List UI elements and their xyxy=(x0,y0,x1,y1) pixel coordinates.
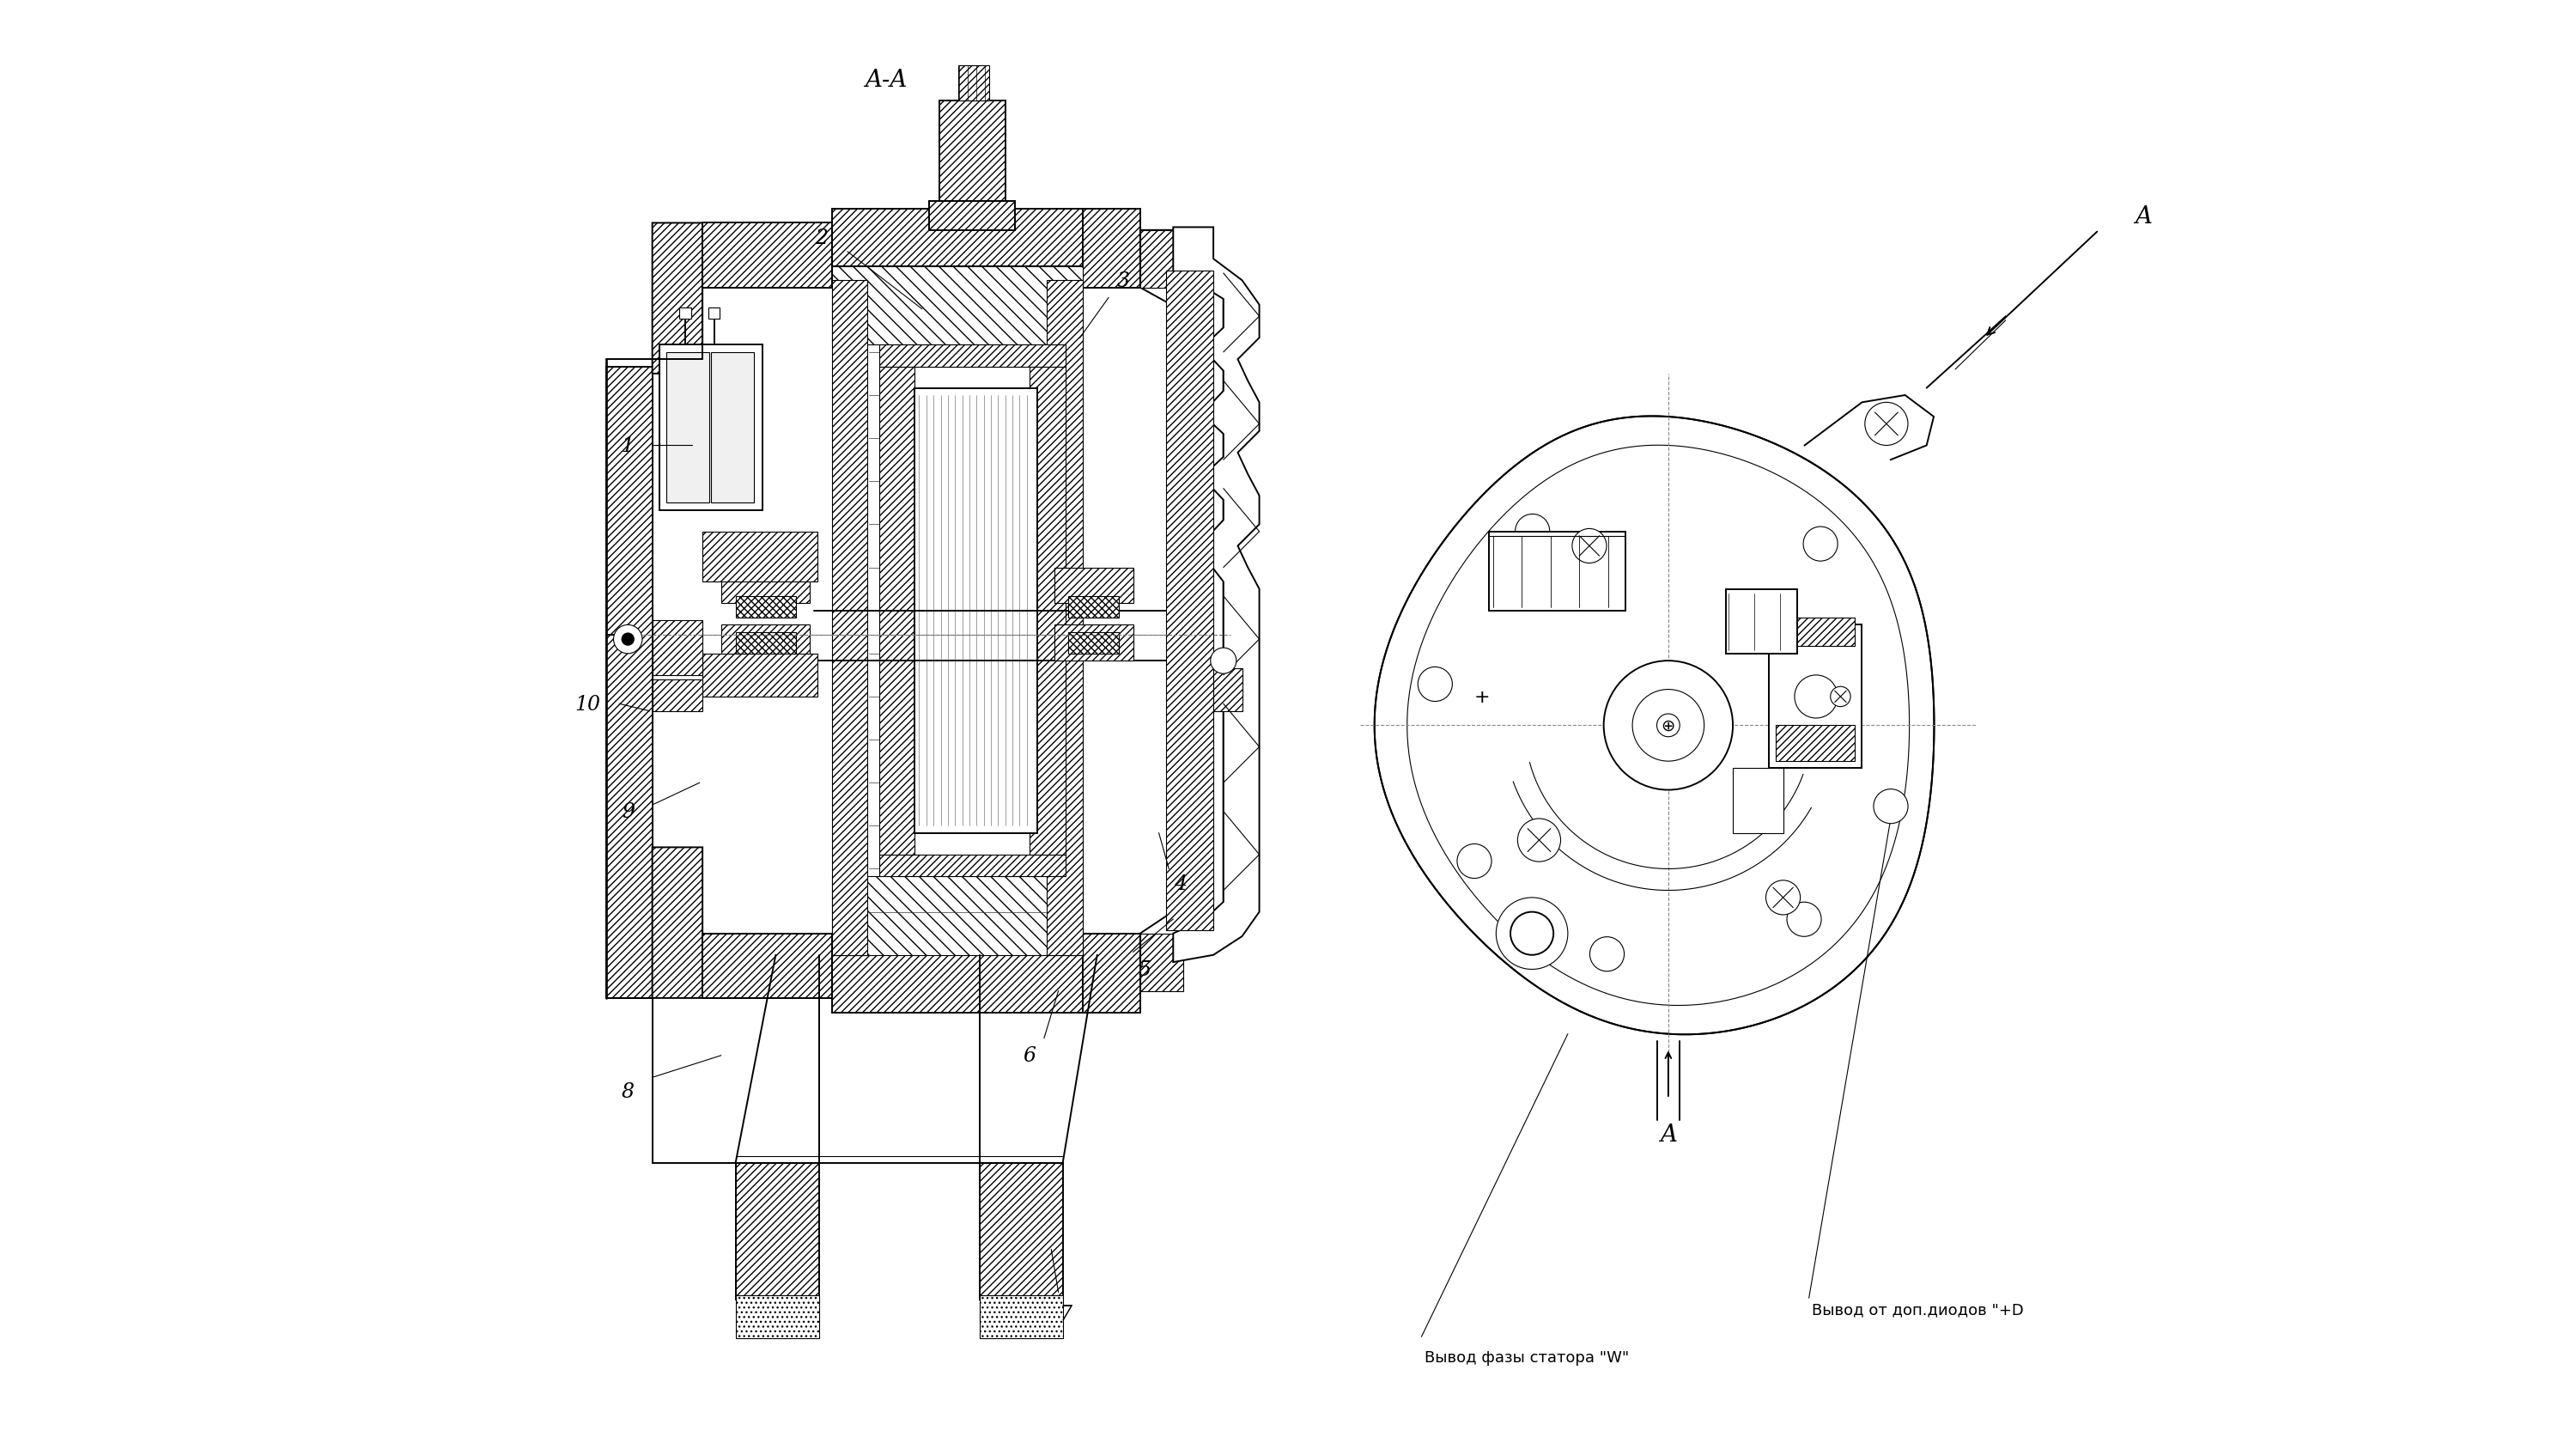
Circle shape xyxy=(613,625,641,654)
Bar xyxy=(737,632,796,654)
Bar xyxy=(703,532,817,582)
Bar xyxy=(1082,210,1141,287)
Bar xyxy=(832,267,1082,345)
Text: 1: 1 xyxy=(621,435,634,456)
Circle shape xyxy=(1571,529,1607,563)
Bar xyxy=(680,308,690,319)
Bar xyxy=(721,568,809,604)
Bar xyxy=(914,388,1038,833)
Text: +: + xyxy=(1473,688,1489,706)
Bar xyxy=(711,352,755,503)
Circle shape xyxy=(1795,675,1837,718)
Circle shape xyxy=(1832,687,1850,707)
Circle shape xyxy=(1515,514,1551,549)
Circle shape xyxy=(1458,844,1492,878)
Bar xyxy=(940,102,1005,210)
Text: 8: 8 xyxy=(621,1082,634,1101)
Polygon shape xyxy=(1141,231,1224,963)
Circle shape xyxy=(1803,527,1837,562)
Circle shape xyxy=(1767,881,1801,915)
Bar xyxy=(1069,596,1118,618)
Text: 3: 3 xyxy=(1115,272,1128,290)
Text: A-A: A-A xyxy=(866,69,907,92)
Bar xyxy=(1775,726,1855,762)
Bar xyxy=(708,308,719,319)
Circle shape xyxy=(1417,667,1453,701)
Polygon shape xyxy=(652,848,737,999)
Bar xyxy=(979,1295,1064,1338)
Bar xyxy=(1141,231,1182,287)
Text: 4: 4 xyxy=(1175,874,1188,894)
Bar xyxy=(1069,632,1118,654)
Bar xyxy=(832,877,1082,956)
Bar xyxy=(1213,668,1242,711)
Text: Вывод фазы статора "W": Вывод фазы статора "W" xyxy=(1425,1349,1628,1365)
Bar xyxy=(832,282,868,956)
Polygon shape xyxy=(1172,228,1260,963)
Bar xyxy=(1775,618,1855,647)
Bar xyxy=(737,1295,819,1338)
Circle shape xyxy=(1497,898,1569,970)
Bar xyxy=(652,621,703,675)
Bar xyxy=(1167,272,1213,931)
Text: 9: 9 xyxy=(621,802,634,822)
Circle shape xyxy=(1517,819,1561,862)
Circle shape xyxy=(1589,937,1625,971)
Bar xyxy=(930,203,1015,231)
Bar xyxy=(958,66,989,102)
Bar xyxy=(832,210,1082,267)
Bar xyxy=(703,224,832,287)
Bar xyxy=(652,680,703,711)
Bar xyxy=(878,855,1066,877)
Circle shape xyxy=(1605,661,1734,790)
Circle shape xyxy=(1873,789,1909,823)
Text: 2: 2 xyxy=(814,228,827,247)
Bar xyxy=(1082,934,1141,1013)
Circle shape xyxy=(1788,902,1821,937)
Circle shape xyxy=(623,634,634,645)
Circle shape xyxy=(1865,402,1909,445)
Bar xyxy=(737,1163,819,1299)
Bar xyxy=(605,366,652,999)
Bar xyxy=(1489,532,1625,611)
Bar xyxy=(703,654,817,697)
Bar xyxy=(1046,282,1082,956)
Circle shape xyxy=(1510,912,1553,956)
Bar xyxy=(979,1163,1064,1299)
Bar xyxy=(721,625,809,661)
Bar xyxy=(832,956,1082,1013)
Polygon shape xyxy=(652,224,737,374)
Text: A: A xyxy=(1659,1122,1677,1147)
Bar xyxy=(667,352,708,503)
Bar xyxy=(1030,366,1066,855)
Bar xyxy=(703,934,832,999)
Bar xyxy=(659,345,762,510)
Text: 5: 5 xyxy=(1139,960,1151,980)
Bar xyxy=(1726,589,1798,654)
Bar xyxy=(737,596,796,618)
Bar xyxy=(1734,769,1783,833)
Text: A: A xyxy=(2136,205,2151,228)
Circle shape xyxy=(1633,690,1705,762)
Polygon shape xyxy=(1376,417,1935,1035)
Bar xyxy=(878,345,1066,366)
Bar xyxy=(878,366,914,855)
Bar xyxy=(1141,934,1182,992)
Text: 10: 10 xyxy=(574,694,600,714)
Circle shape xyxy=(1656,714,1680,737)
Bar xyxy=(1054,568,1133,604)
Text: 7: 7 xyxy=(1059,1303,1072,1323)
Bar xyxy=(1770,625,1862,769)
Text: 6: 6 xyxy=(1023,1046,1036,1065)
Circle shape xyxy=(1211,648,1236,674)
Text: Вывод от доп.диодов "+D: Вывод от доп.диодов "+D xyxy=(1811,1302,2025,1318)
Bar xyxy=(1054,625,1133,661)
Text: ⊕: ⊕ xyxy=(1662,717,1674,734)
